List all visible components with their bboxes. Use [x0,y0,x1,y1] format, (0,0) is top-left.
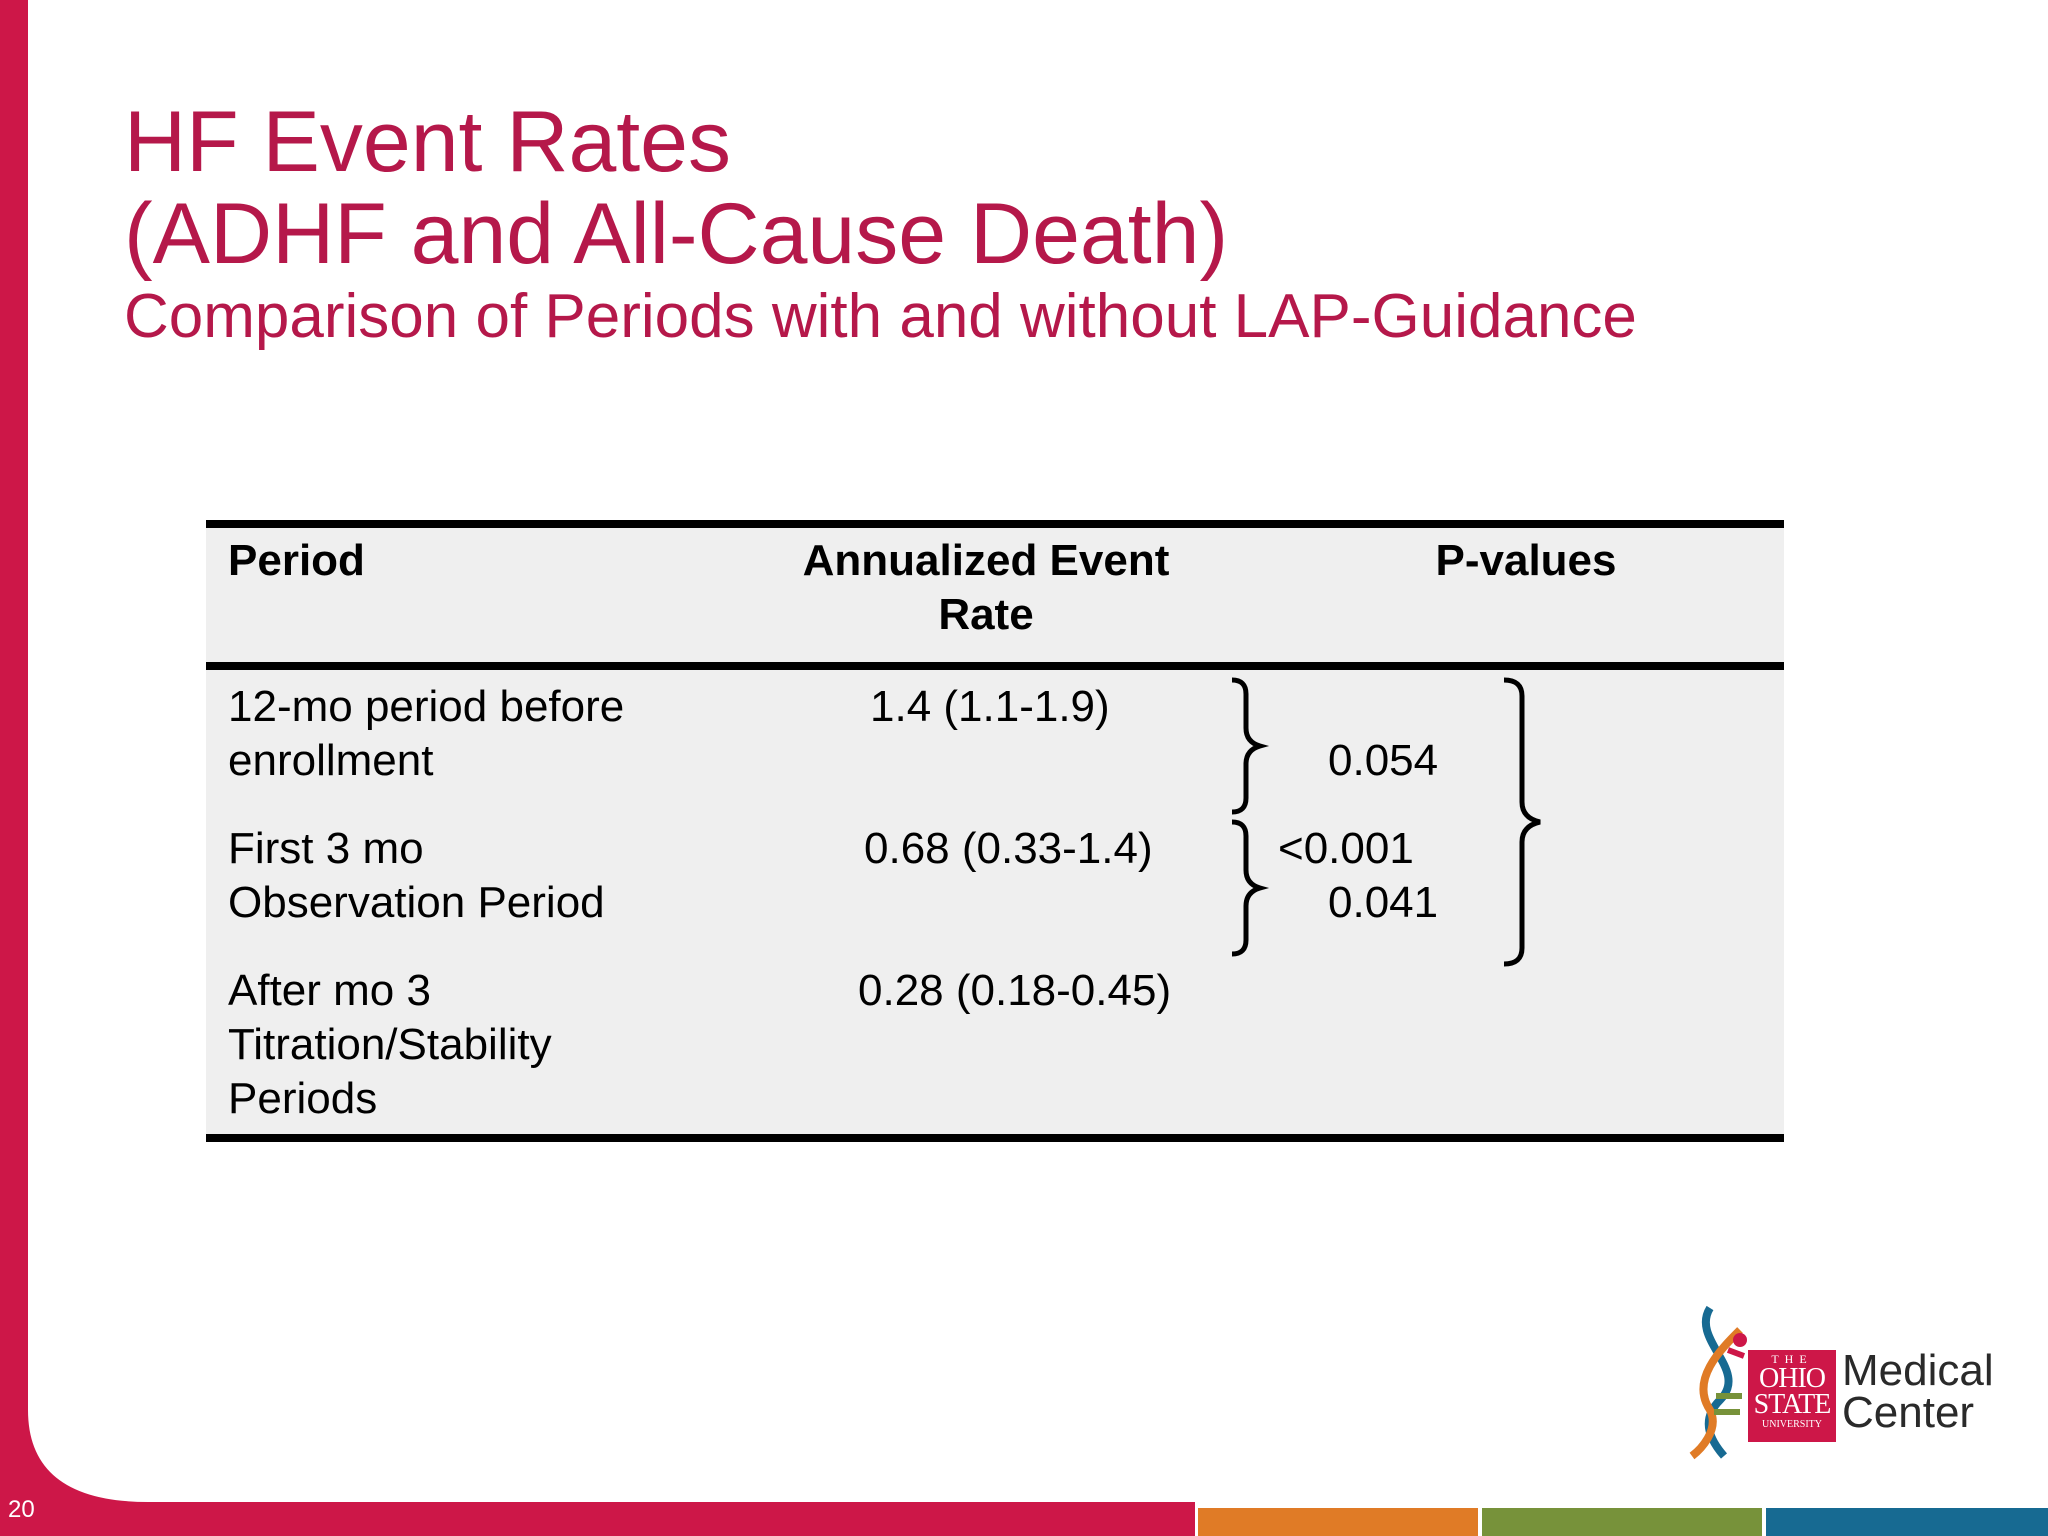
brace-rows-2-3-lower [1231,819,1270,957]
title-line-1: HF Event Rates [124,94,731,190]
footer-green-segment [1482,1508,1762,1536]
row-2-period-line-1: First 3 mo [228,824,424,873]
page-number: 20 [8,1496,35,1523]
logo-state: STATE [1753,1389,1832,1420]
logo-medical-center-text: Medical Center [1842,1346,1994,1437]
row-2-period: First 3 mo Observation Period [228,822,748,930]
logo-text-line-2: Center [1842,1388,1975,1437]
footer-orange-segment [1198,1508,1478,1536]
brace-rows-1-2-upper [1231,677,1270,815]
bottom-frame-bar [0,1502,1195,1536]
row-1-period-line-2: enrollment [228,736,434,785]
row-3-period-line-1: After mo 3 [228,966,431,1015]
row-3-period-line-3: Periods [228,1074,378,1123]
slide-title: HF Event Rates (ADHF and All-Cause Death… [124,96,1228,280]
row-2-period-line-2: Observation Period [228,878,605,927]
header-pvalues: P-values [1435,536,1617,585]
pvalue-row2-vs-row3: 0.041 [1328,878,1439,927]
logo-ohio: OHIO [1759,1363,1826,1394]
header-annualized-rate: Annualized Event Rate [776,534,1196,642]
row-3-period-line-2: Titration/Stability [228,1020,552,1069]
pvalue-row1-vs-row3: <0.001 [1278,824,1414,873]
row-3-rate: 0.28 (0.18-0.45) [858,966,1172,1015]
osu-medical-center-logo: THE OHIO STATE UNIVERSITY Medical Center [1680,1300,2020,1460]
footer-blue-segment [1766,1508,2048,1536]
event-rate-table: Period Annualized Event Rate P-values 12… [206,520,1784,1142]
header-rate-line-1: Annualized Event [802,536,1170,585]
logo-university: UNIVERSITY [1762,1419,1822,1430]
table-top-rule [206,520,1784,528]
brace-rows-1-3-outer [1503,677,1541,967]
osu-wordmark-box: THE OHIO STATE UNIVERSITY [1748,1350,1836,1442]
logo-text-line-1: Medical [1842,1346,1994,1395]
row-2-rate: 0.68 (0.33-1.4) [864,824,1153,873]
row-3-period: After mo 3 Titration/Stability Periods [228,964,748,1126]
row-1-period-line-1: 12-mo period before [228,682,625,731]
logo-the: THE [1771,1352,1813,1366]
header-period: Period [228,536,365,585]
pvalue-row1-vs-row2: 0.054 [1328,736,1439,785]
header-rate-line-2: Rate [938,590,1034,639]
left-frame-bar [0,0,28,1536]
title-line-2: (ADHF and All-Cause Death) [124,186,1229,282]
table-header-rule [206,662,1784,670]
row-1-rate: 1.4 (1.1-1.9) [870,682,1110,731]
table-bottom-rule [206,1134,1784,1142]
row-1-period: 12-mo period before enrollment [228,680,748,788]
helix-logo-icon [1689,1305,1747,1460]
slide-subtitle: Comparison of Periods with and without L… [124,282,1637,351]
